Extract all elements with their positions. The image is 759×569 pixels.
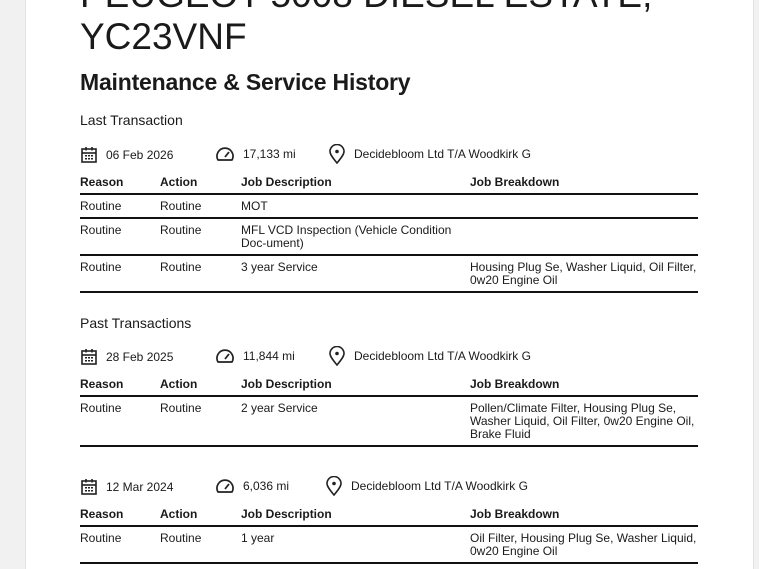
- column-header-breakdown: Job Breakdown: [470, 376, 698, 397]
- mileage-item: 17,133 mi: [215, 146, 296, 162]
- cell-description: 2 year Service: [241, 396, 470, 447]
- service-table: Reason Action Job Description Job Breakdown…: [80, 174, 698, 293]
- transaction-date: 28 Feb 2025: [106, 350, 174, 364]
- column-header-breakdown: Job Breakdown: [470, 174, 698, 195]
- column-header-reason: Reason: [80, 174, 160, 195]
- table-header: Reason Action Job Description Job Breakdown: [80, 506, 698, 527]
- calendar-icon: [80, 348, 98, 366]
- cell-action: Routine: [160, 218, 241, 256]
- table-row: Routine Routine MFL VCD Inspection (Vehicl…: [80, 218, 698, 256]
- location-item: Decidebloom Ltd T/A Woodkirk G: [325, 476, 528, 496]
- transaction-meta: 28 Feb 2025 11,844 mi Decidebloom Ltd T/A …: [80, 346, 700, 368]
- vehicle-title: PEUGEOT 5008 DIESEL ESTATE,YC23VNF: [80, 0, 652, 58]
- transaction-location: Decidebloom Ltd T/A Woodkirk G: [354, 349, 531, 363]
- cell-reason: Routine: [80, 218, 160, 256]
- transaction-mileage: 17,133 mi: [243, 147, 296, 161]
- date-item: 12 Mar 2024: [80, 478, 173, 496]
- table-row: Routine Routine 2 year Service Pollen/Clima…: [80, 396, 698, 447]
- cell-reason: Routine: [80, 526, 160, 564]
- cell-action: Routine: [160, 255, 241, 293]
- map-pin-icon: [328, 144, 346, 164]
- transaction-mileage: 6,036 mi: [243, 479, 290, 493]
- cell-description: 3 year Service: [241, 255, 470, 293]
- calendar-icon: [80, 146, 98, 164]
- vehicle-registration: YC23VNF: [80, 16, 247, 57]
- table-row: Routine Routine 3 year Service Housing Plug…: [80, 255, 698, 293]
- map-pin-icon: [325, 476, 343, 496]
- section-label: Past Transactions: [80, 315, 192, 331]
- column-header-description: Job Description: [241, 174, 470, 195]
- location-item: Decidebloom Ltd T/A Woodkirk G: [328, 144, 531, 164]
- column-header-action: Action: [160, 174, 241, 195]
- transaction-location: Decidebloom Ltd T/A Woodkirk G: [351, 479, 528, 493]
- transaction-date: 06 Feb 2026: [106, 148, 174, 162]
- cell-breakdown: Pollen/Climate Filter, Housing Plug Se, …: [470, 401, 695, 441]
- table-header: Reason Action Job Description Job Breakdown: [80, 376, 698, 397]
- cell-action: Routine: [160, 194, 241, 219]
- date-item: 06 Feb 2026: [80, 146, 173, 164]
- transaction-meta: 06 Feb 2026 17,133 mi Decidebloom Ltd T/A …: [80, 144, 700, 166]
- transaction-location: Decidebloom Ltd T/A Woodkirk G: [354, 147, 531, 161]
- column-header-action: Action: [160, 376, 241, 397]
- speedometer-icon: [215, 348, 235, 364]
- cell-action: Routine: [160, 526, 241, 564]
- location-item: Decidebloom Ltd T/A Woodkirk G: [328, 346, 531, 366]
- mileage-item: 6,036 mi: [215, 478, 289, 494]
- cell-breakdown: Housing Plug Se, Washer Liquid, Oil Filt…: [470, 260, 697, 287]
- service-table: Reason Action Job Description Job Breakdown…: [80, 376, 698, 447]
- service-table: Reason Action Job Description Job Breakdown…: [80, 506, 698, 564]
- transaction-meta: 12 Mar 2024 6,036 mi Decidebloom Ltd T/A W…: [80, 476, 700, 498]
- column-header-description: Job Description: [241, 376, 470, 397]
- mileage-item: 11,844 mi: [215, 348, 295, 364]
- table-header: Reason Action Job Description Job Breakdown: [80, 174, 698, 195]
- cell-description: MOT: [241, 194, 470, 219]
- section-label: Last Transaction: [80, 112, 183, 128]
- table-row: Routine Routine MOT: [80, 194, 698, 219]
- calendar-icon: [80, 478, 98, 496]
- cell-reason: Routine: [80, 194, 160, 219]
- transaction-date: 12 Mar 2024: [106, 480, 174, 494]
- column-header-description: Job Description: [241, 506, 470, 527]
- cell-reason: Routine: [80, 396, 160, 447]
- column-header-action: Action: [160, 506, 241, 527]
- date-item: 28 Feb 2025: [80, 348, 173, 366]
- speedometer-icon: [215, 146, 235, 162]
- column-header-breakdown: Job Breakdown: [470, 506, 698, 527]
- table-row: Routine Routine 1 year Oil Filter, Housing …: [80, 526, 698, 564]
- column-header-reason: Reason: [80, 506, 160, 527]
- page-heading: Maintenance & Service History: [80, 69, 411, 95]
- cell-action: Routine: [160, 396, 241, 447]
- cell-reason: Routine: [80, 255, 160, 293]
- speedometer-icon: [215, 478, 235, 494]
- cell-breakdown: Oil Filter, Housing Plug Se, Washer Liqu…: [470, 531, 697, 558]
- cell-description: MFL VCD Inspection (Vehicle Condition Do…: [241, 218, 470, 256]
- column-header-reason: Reason: [80, 376, 160, 397]
- vehicle-model: PEUGEOT 5008 DIESEL ESTATE,: [80, 0, 652, 15]
- cell-description: 1 year: [241, 526, 470, 564]
- map-pin-icon: [328, 346, 346, 366]
- transaction-mileage: 11,844 mi: [243, 349, 295, 363]
